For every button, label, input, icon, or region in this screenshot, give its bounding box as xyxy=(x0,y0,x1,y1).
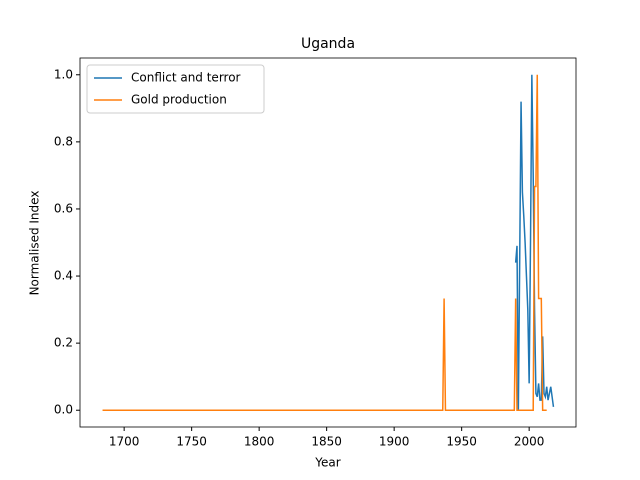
legend-label: Gold production xyxy=(131,93,227,107)
data-line xyxy=(102,74,547,411)
legend-box xyxy=(86,64,265,114)
x-tick-label: 1950 xyxy=(446,435,477,449)
x-tick-label: 1850 xyxy=(311,435,342,449)
x-tick-label: 1750 xyxy=(176,435,207,449)
x-tick-label: 1900 xyxy=(379,435,410,449)
y-tick-label: 0.2 xyxy=(54,336,73,350)
y-tick-label: 1.0 xyxy=(54,67,73,81)
y-axis-label: Normalised Index xyxy=(28,191,42,296)
x-tick-label: 1800 xyxy=(244,435,275,449)
x-axis-label: Year xyxy=(314,456,340,470)
x-tick-label: 1700 xyxy=(109,435,140,449)
x-tick-label: 2000 xyxy=(514,435,545,449)
y-tick-label: 0.0 xyxy=(54,403,73,417)
y-tick-label: 0.6 xyxy=(54,201,73,215)
chart-title: Uganda xyxy=(301,36,355,52)
y-tick-label: 0.4 xyxy=(54,269,73,283)
y-tick-label: 0.8 xyxy=(54,134,73,148)
legend-label: Conflict and terror xyxy=(131,71,241,85)
plot-frame xyxy=(79,57,577,428)
